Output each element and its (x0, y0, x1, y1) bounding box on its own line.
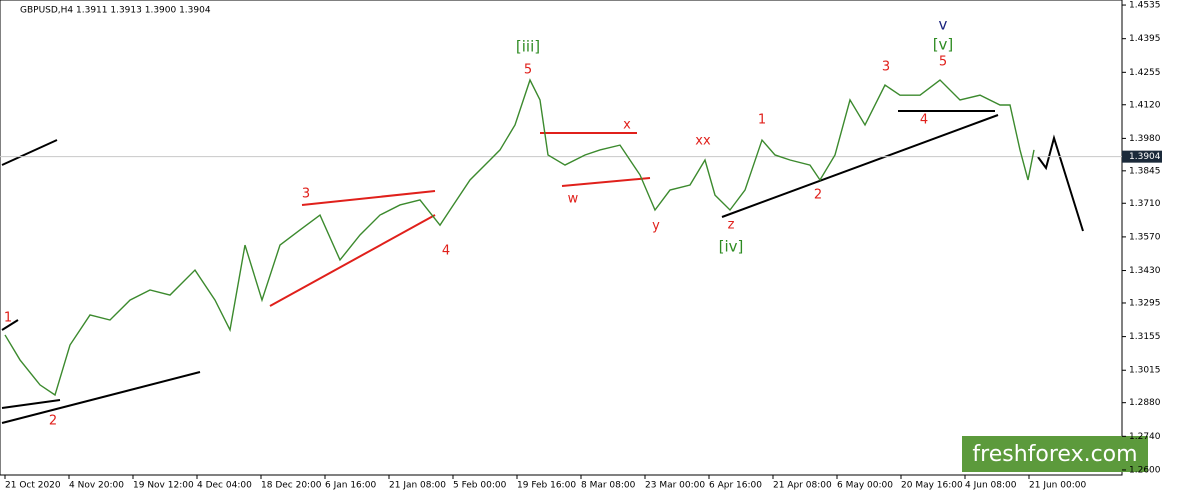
wave-label: 4 (442, 244, 450, 259)
wave-label: 1 (758, 113, 766, 128)
y-tick-label: 1.3295 (1129, 298, 1161, 308)
wave-label: y (652, 219, 660, 234)
x-tick-label: 4 Nov 20:00 (69, 481, 124, 491)
x-tick-label: 4 Dec 04:00 (197, 481, 252, 491)
x-tick-label: 19 Feb 16:00 (517, 481, 576, 491)
price-line-series (4, 78, 1035, 397)
wave-label: v (939, 15, 948, 33)
price-tag-label: 1.3904 (1129, 152, 1161, 162)
wave-label: x (623, 117, 631, 132)
wave-label: [v] (933, 35, 954, 53)
x-tick-label: 21 Oct 2020 (5, 481, 61, 491)
trend-line (1, 319, 19, 331)
x-tick-label: 20 May 16:00 (901, 481, 963, 491)
wave-label: 5 (524, 62, 532, 77)
projection (1037, 134, 1084, 232)
wave-label: 1 (4, 311, 12, 326)
wave-label: xx (695, 134, 711, 149)
x-tick-label: 23 Mar 00:00 (645, 481, 705, 491)
y-tick-label: 1.3845 (1129, 166, 1161, 176)
watermark: freshforex.com (972, 442, 1137, 467)
watermark-box (962, 436, 1148, 472)
plot-frame (0, 0, 1123, 476)
wave-label: 3 (302, 187, 310, 202)
y-tick-label: 1.3155 (1129, 332, 1161, 342)
y-tick-label: 1.4120 (1129, 100, 1161, 110)
trend-line (301, 190, 436, 206)
trend-line (721, 114, 999, 218)
y-tick-label: 1.2880 (1129, 398, 1161, 408)
trend-line (1, 399, 61, 409)
wave-label: 5 (939, 54, 947, 69)
y-tick-label: 1.3015 (1129, 366, 1161, 376)
y-tick-label: 1.2740 (1129, 432, 1161, 442)
x-tick-label: 21 Jun 00:00 (1029, 481, 1086, 491)
x-tick-label: 19 Nov 12:00 (133, 481, 194, 491)
x-tick-label: 21 Apr 08:00 (773, 481, 832, 491)
y-tick-label: 1.4255 (1129, 68, 1161, 78)
y-tick-label: 1.4395 (1129, 34, 1161, 44)
y-tick-label: 1.3710 (1129, 199, 1161, 209)
wave-label: [iii] (516, 38, 540, 56)
x-tick-label: 21 Jan 08:00 (389, 481, 446, 491)
x-tick-label: 6 May 00:00 (837, 481, 893, 491)
trend-line (561, 177, 651, 187)
x-tick-label: 6 Apr 16:00 (709, 481, 762, 491)
trend-line (1, 139, 58, 166)
trend-line (269, 214, 436, 307)
wave-label: [iv] (719, 237, 744, 255)
y-tick-label: 1.3570 (1129, 232, 1161, 242)
wave-label: w (568, 191, 579, 206)
wave-label: 2 (814, 188, 822, 203)
y-tick-label: 1.2600 (1129, 465, 1161, 475)
wave-label: 2 (49, 413, 57, 428)
x-tick-label: 6 Jan 16:00 (325, 481, 377, 491)
chart-title: GBPUSD,H4 1.3911 1.3913 1.3900 1.3904 (20, 6, 211, 16)
y-tick-label: 1.3980 (1129, 134, 1161, 144)
x-tick-label: 5 Feb 00:00 (453, 481, 507, 491)
drawings (1, 110, 1084, 424)
price-tag (1122, 150, 1162, 163)
x-tick-label: 18 Dec 20:00 (261, 481, 322, 491)
x-tick-label: 8 Mar 08:00 (581, 481, 636, 491)
wave-label: 4 (920, 113, 928, 128)
y-tick-label: 1.3430 (1129, 266, 1161, 276)
x-tick-label: 4 Jun 08:00 (965, 481, 1017, 491)
wave-label: 3 (882, 60, 890, 75)
wave-label: z (728, 218, 735, 233)
trend-line (1, 371, 201, 424)
y-tick-label: 1.4535 (1129, 1, 1161, 11)
